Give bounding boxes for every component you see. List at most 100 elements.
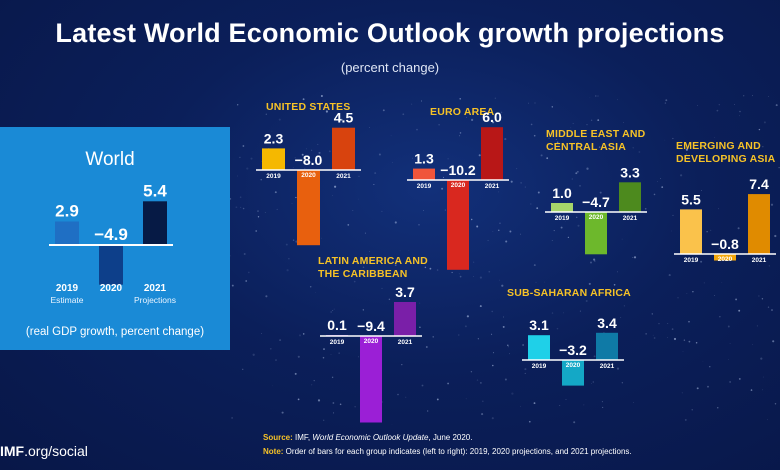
map-dot xyxy=(686,293,688,294)
value-label: −0.8 xyxy=(711,236,739,252)
map-dot xyxy=(264,211,266,213)
map-dot xyxy=(743,95,745,97)
note-text: Order of bars for each group indicates (… xyxy=(283,447,632,456)
map-dot xyxy=(425,346,428,348)
map-dot xyxy=(502,325,505,328)
map-dot xyxy=(717,407,719,409)
map-dot xyxy=(657,181,658,182)
map-dot xyxy=(617,99,618,101)
map-dot xyxy=(767,306,770,308)
map-dot xyxy=(298,334,302,337)
map-dot xyxy=(691,409,693,411)
map-dot xyxy=(751,95,754,97)
year-label: 2021 xyxy=(752,257,767,264)
map-dot xyxy=(477,338,479,340)
map-dot xyxy=(555,139,557,140)
map-dot xyxy=(332,402,335,404)
year-label: 2020 xyxy=(451,182,466,189)
map-dot xyxy=(311,384,313,386)
chart-middle-east-and-central-asia: 1.0 2019 −4.7 2020 3.3 2021 xyxy=(545,164,647,255)
map-dot xyxy=(358,198,359,200)
map-dot xyxy=(707,385,709,388)
map-dot xyxy=(478,154,481,157)
map-dot xyxy=(458,334,460,336)
value-label: 3.4 xyxy=(597,315,617,331)
value-label: 5.4 xyxy=(143,181,167,200)
map-dot xyxy=(275,359,277,361)
map-dot xyxy=(623,122,624,123)
map-dot xyxy=(388,298,391,301)
map-dot xyxy=(688,320,690,323)
map-dot xyxy=(276,208,278,210)
world-sublabel: Estimate xyxy=(50,295,83,305)
map-dot xyxy=(352,210,354,212)
map-dot xyxy=(242,145,245,147)
map-dot xyxy=(661,186,664,188)
map-dot xyxy=(616,367,620,370)
map-dot xyxy=(323,348,325,351)
map-dot xyxy=(585,300,588,302)
map-dot xyxy=(498,229,500,231)
map-dot xyxy=(598,146,601,148)
map-dot xyxy=(378,153,381,156)
map-dot xyxy=(520,405,521,407)
map-dot xyxy=(593,260,596,262)
map-dot xyxy=(340,118,343,121)
map-dot xyxy=(573,421,576,424)
map-dot xyxy=(735,298,738,301)
map-dot xyxy=(702,360,704,362)
map-dot xyxy=(714,137,715,138)
map-dot xyxy=(677,296,679,299)
map-dot xyxy=(332,195,333,196)
map-dot xyxy=(315,292,316,293)
map-dot xyxy=(347,224,350,226)
map-dot xyxy=(369,127,371,128)
map-dot xyxy=(382,109,385,112)
map-dot xyxy=(516,168,518,170)
map-dot xyxy=(771,309,773,311)
label-united-states: UNITED STATES xyxy=(266,101,351,113)
map-dot xyxy=(533,264,536,267)
map-dot xyxy=(328,150,331,153)
map-dot xyxy=(718,208,720,210)
map-dot xyxy=(364,232,366,234)
map-dot xyxy=(621,238,623,240)
map-dot xyxy=(763,121,766,124)
value-label: −3.2 xyxy=(559,342,587,358)
value-label: −9.4 xyxy=(357,318,385,334)
map-dot xyxy=(623,305,625,307)
map-dot xyxy=(651,313,653,315)
map-dot xyxy=(250,157,253,160)
map-dot xyxy=(593,258,596,261)
map-dot xyxy=(271,130,273,132)
bar-2021 xyxy=(748,194,770,254)
map-dot xyxy=(441,187,444,190)
imf-social-link[interactable]: IMF.org/social xyxy=(0,443,88,459)
map-dot xyxy=(401,363,403,366)
map-dot xyxy=(667,337,668,338)
map-dot xyxy=(638,151,641,153)
bar-2020 xyxy=(360,336,382,423)
map-dot xyxy=(534,102,536,104)
map-dot xyxy=(697,105,698,106)
map-dot xyxy=(279,339,282,342)
value-label: 0.1 xyxy=(327,317,347,333)
map-dot xyxy=(738,377,741,380)
map-dot xyxy=(520,182,522,184)
map-dot xyxy=(429,267,432,270)
map-dot xyxy=(242,207,245,210)
map-dot xyxy=(738,309,741,312)
map-dot xyxy=(269,347,272,350)
source-text-b: , June 2020. xyxy=(428,433,473,442)
map-dot xyxy=(572,122,574,125)
map-dot xyxy=(322,106,324,108)
year-label: 2019 xyxy=(266,173,281,180)
map-dot xyxy=(260,179,262,181)
map-dot xyxy=(242,368,244,370)
page-title: Latest World Economic Outlook growth pro… xyxy=(55,18,725,48)
year-label: 2019 xyxy=(417,183,432,190)
map-dot xyxy=(672,214,674,216)
map-dot xyxy=(758,295,760,297)
map-dot xyxy=(302,98,305,101)
map-dot xyxy=(533,134,536,137)
